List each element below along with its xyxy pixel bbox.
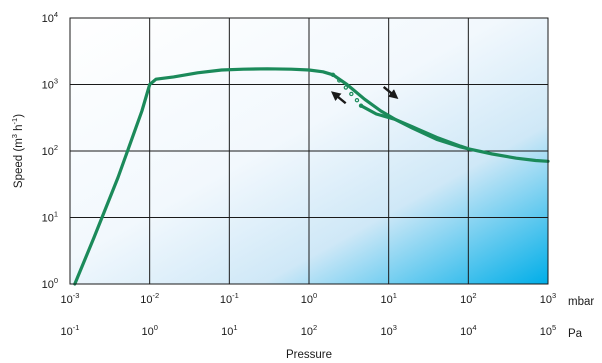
x-tick-labels-mbar: 10-3 10-2 10-1 100 101 102 103 xyxy=(61,291,557,306)
x-tick-label-mbar: 100 xyxy=(301,291,317,306)
direction-arrows xyxy=(330,86,399,105)
transition-dot xyxy=(337,78,342,83)
curve-lower-branch xyxy=(359,104,550,163)
x-tick-label-mbar: 103 xyxy=(540,291,556,306)
x-tick-label-pa: 102 xyxy=(301,323,317,338)
x-tick-label-mbar: 10-3 xyxy=(61,291,80,306)
arrow-down-right xyxy=(382,86,399,99)
x-tick-label-pa: 103 xyxy=(380,323,396,338)
y-tick-label: 104 xyxy=(42,10,58,25)
x-tick-label-mbar: 101 xyxy=(380,291,396,306)
x-tick-label-pa: 10-1 xyxy=(61,323,80,338)
x-unit-secondary: Pa xyxy=(568,328,583,340)
x-tick-label-mbar: 10-1 xyxy=(220,291,239,306)
transition-dot xyxy=(330,72,336,77)
curve-main-curve xyxy=(73,67,335,286)
x-tick-labels-pa: 10-1 100 101 102 103 104 105 xyxy=(61,323,557,338)
y-tick-label: 103 xyxy=(42,77,58,92)
y-axis-label: Speed (m3 h-1) xyxy=(10,114,25,188)
transition-dot xyxy=(343,85,349,90)
transition-dot xyxy=(349,91,354,97)
x-tick-label-pa: 100 xyxy=(141,323,157,338)
x-tick-label-mbar: 10-2 xyxy=(140,291,159,306)
x-tick-label-pa: 101 xyxy=(221,323,237,338)
x-unit-primary: mbar xyxy=(568,296,594,308)
plot-border xyxy=(69,17,549,285)
x-axis-label: Pressure xyxy=(286,349,332,361)
y-tick-label: 101 xyxy=(42,210,58,225)
transition-dot xyxy=(354,98,360,103)
arrow-up-left xyxy=(330,91,347,105)
y-tick-labels: 100 101 102 103 104 xyxy=(42,10,58,291)
y-tick-label: 102 xyxy=(42,143,58,158)
x-tick-label-mbar: 102 xyxy=(460,291,476,306)
speed-curves xyxy=(73,67,550,286)
x-tick-label-pa: 104 xyxy=(460,323,476,338)
x-tick-label-pa: 105 xyxy=(540,323,556,338)
y-tick-label: 100 xyxy=(42,276,58,291)
transition-dot xyxy=(358,103,364,108)
